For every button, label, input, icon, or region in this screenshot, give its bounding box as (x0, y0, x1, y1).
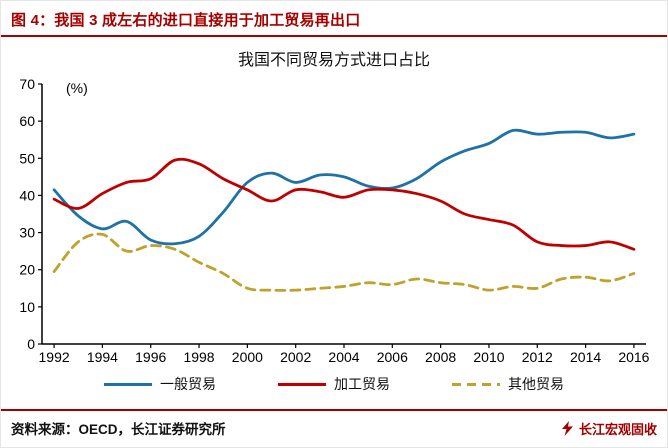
legend-swatch-other-trade (452, 382, 500, 386)
y-tick-label: 0 (27, 336, 35, 352)
x-tick-label: 2008 (425, 349, 456, 365)
x-tick-label: 1996 (135, 349, 166, 365)
x-tick-label: 2014 (570, 349, 601, 365)
x-tick-label: 2004 (328, 349, 359, 365)
y-tick-label: 10 (19, 299, 35, 315)
footer: 资料来源：OECD，长江证券研究所 长江宏观固收 (1, 411, 667, 447)
header-divider (1, 35, 667, 37)
x-tick-label: 2012 (522, 349, 553, 365)
y-tick-label: 20 (19, 262, 35, 278)
y-tick-label: 30 (19, 225, 35, 241)
brand-logo: 长江宏观固收 (561, 419, 657, 438)
x-tick-label: 2010 (473, 349, 504, 365)
series-line-0 (52, 128, 636, 246)
x-tick-label: 1992 (39, 349, 70, 365)
legend-label-general-trade: 一般贸易 (160, 376, 216, 392)
x-tick-label: 1994 (87, 349, 118, 365)
y-tick-label: 70 (19, 76, 35, 92)
source-text: 资料来源：OECD，长江证券研究所 (11, 422, 226, 437)
brand-name: 长江宏观固收 (578, 421, 657, 437)
legend-item-general-trade: 一般贸易 (104, 374, 216, 394)
y-tick-label: 40 (19, 187, 35, 203)
series-line-2 (52, 232, 636, 292)
chart-area: 0 10 20 30 40 50 60 70 1992 1994 1996 1998 2000 2002 2… (1, 72, 667, 370)
y-tick-label: 50 (19, 150, 35, 166)
legend-swatch-processing-trade (278, 382, 326, 386)
y-tick-label: 60 (19, 113, 35, 129)
legend-item-processing-trade: 加工贸易 (278, 374, 390, 394)
legend-item-other-trade: 其他贸易 (452, 374, 564, 394)
x-tick-label: 2002 (280, 349, 311, 365)
axes (38, 83, 646, 348)
brand-logo-icon (561, 420, 573, 436)
x-tick-label: 2016 (618, 349, 649, 365)
x-tick-label: 2000 (232, 349, 263, 365)
tick-labels: 0 10 20 30 40 50 60 70 1992 1994 1996 1998 2000 2002 2… (19, 76, 649, 365)
x-tick-label: 1998 (183, 349, 214, 365)
chart-legend: 一般贸易 加工贸易 其他贸易 (1, 374, 667, 394)
footer-divider (1, 409, 667, 411)
legend-swatch-general-trade (104, 382, 152, 386)
legend-label-processing-trade: 加工贸易 (334, 376, 390, 392)
series-line-1 (52, 157, 636, 251)
figure-caption: 图 4：我国 3 成左右的进口直接用于加工贸易再出口 (11, 12, 361, 29)
y-axis-unit: (%) (66, 80, 88, 96)
series-lines (52, 128, 636, 292)
x-tick-label: 2006 (377, 349, 408, 365)
chart-title: 我国不同贸易方式进口占比 (237, 52, 430, 69)
line-chart: 0 10 20 30 40 50 60 70 1992 1994 1996 1998 2000 2002 2… (19, 76, 649, 365)
legend-label-other-trade: 其他贸易 (508, 376, 564, 392)
